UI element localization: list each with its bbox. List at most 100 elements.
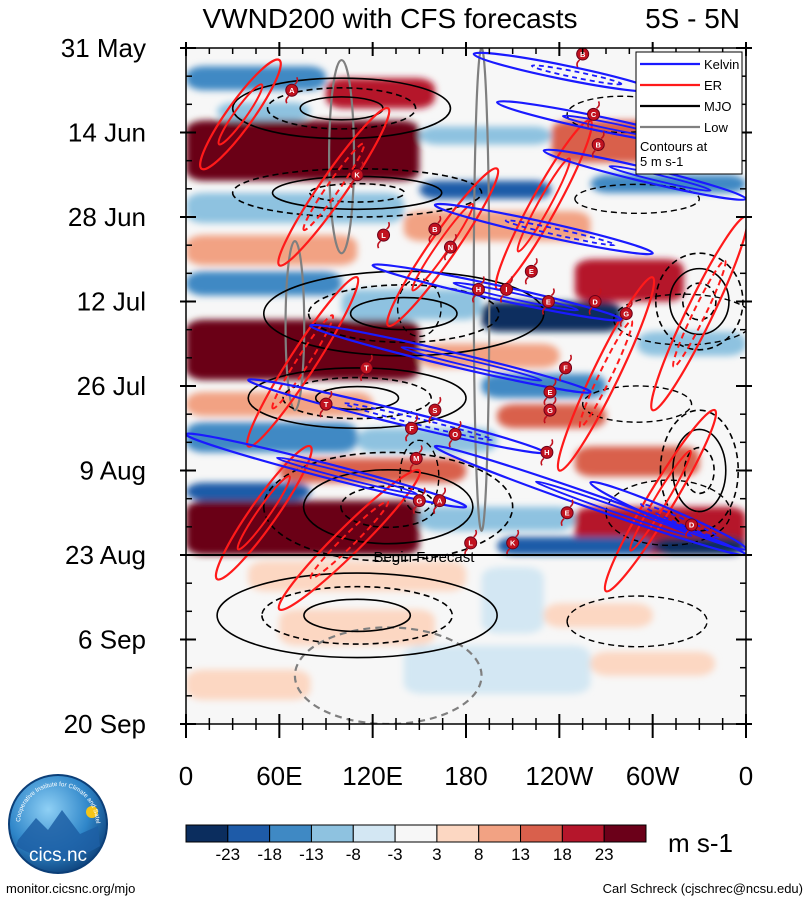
storm-marker-label-29: K [510, 539, 516, 548]
storm-marker-circle-16 [543, 385, 557, 399]
storm-marker-tail-5 [377, 221, 391, 249]
storm-marker-15: F [559, 354, 573, 382]
storm-marker-8: E [524, 257, 538, 285]
storm-marker-10: I [499, 276, 513, 303]
anomaly-band-1 [326, 78, 435, 109]
storm-marker-circle-11 [541, 295, 555, 308]
legend-label-kelvin: Kelvin [704, 57, 739, 72]
storm-marker-label-14: T [364, 364, 369, 373]
anomaly-band-33 [543, 603, 653, 628]
storm-marker-circle-14 [359, 361, 373, 375]
anomaly-band-23 [574, 446, 700, 477]
storm-marker-label-4: K [354, 171, 360, 180]
er-wave-outer-2 [386, 167, 500, 328]
anomaly-band-32 [481, 567, 544, 634]
storm-marker-label-2: C [591, 110, 597, 119]
kelvin-wave-inner-0 [531, 64, 623, 86]
mjo-contour-0-1 [266, 87, 417, 130]
colorbar-label-3: -8 [346, 845, 361, 864]
storm-marker-tail-20 [405, 414, 419, 442]
y-tick-label-6: 23 Aug [65, 540, 146, 570]
colorbar-swatch-2 [269, 824, 312, 843]
y-tick-label-2: 28 Jun [68, 202, 146, 232]
mjo-contour-6-1 [261, 585, 454, 645]
anomaly-band-14 [481, 301, 622, 332]
storm-marker-circle-10 [499, 282, 513, 296]
storm-marker-circle-0 [285, 83, 299, 97]
er-wave-inner-7 [578, 319, 634, 429]
storm-marker-circle-9 [471, 282, 485, 296]
legend-note-line1: Contours at [640, 139, 708, 154]
storm-marker-circle-7 [443, 240, 457, 254]
x-tick-label-6: 0 [739, 761, 753, 791]
colorbar-swatch-5 [394, 824, 438, 843]
storm-marker-tail-21 [448, 420, 462, 448]
storm-marker-circle-27 [685, 518, 699, 532]
colorbar-swatch-4 [352, 824, 396, 843]
storm-marker-circle-5 [377, 228, 391, 242]
storm-marker-tail-27 [685, 511, 699, 539]
storm-marker-label-8: E [529, 267, 534, 276]
colorbar-swatch-1 [227, 824, 271, 843]
colorbar-label-2: -13 [299, 845, 324, 864]
anomaly-band-4 [419, 126, 552, 145]
storm-marker-tail-13 [619, 300, 633, 327]
colorbar-swatch-7 [478, 824, 522, 843]
storm-marker-16: E [543, 378, 557, 406]
storm-marker-tail-2 [587, 101, 601, 128]
x-tick-label-0: 0 [179, 761, 193, 791]
storm-marker-label-11: E [546, 297, 551, 306]
storm-marker-24: G [412, 487, 426, 515]
storm-marker-label-24: G [416, 496, 422, 505]
storm-marker-label-18: T [324, 400, 329, 409]
kelvin-wave-inner-8 [535, 480, 693, 538]
anomaly-band-8 [186, 192, 404, 224]
er-wave-inner-9 [672, 259, 727, 368]
storm-marker-circle-22 [540, 445, 554, 459]
mjo-contour-neg-5 [605, 479, 732, 547]
storm-marker-circle-18 [319, 397, 333, 411]
mjo-contour-1-0 [231, 167, 483, 218]
storm-marker-tail-14 [359, 354, 373, 382]
storm-marker-circle-25 [433, 494, 447, 508]
storm-marker-circle-26 [560, 506, 574, 520]
er-wave-inner-5 [309, 500, 390, 580]
colorbar: -23 -18 -13 -8 -3 3 8 13 18 23 [185, 824, 647, 864]
colorbar-swatch-9 [561, 824, 605, 843]
storm-marker-label-9: H [476, 285, 481, 294]
forecast-label: Begin Forecast [374, 549, 476, 566]
storm-marker-label-20: F [409, 424, 414, 433]
anomaly-band-31 [248, 561, 466, 592]
er-wave-3 [246, 275, 360, 448]
storm-marker-25: A [433, 487, 447, 515]
storm-marker-3: B [591, 131, 605, 158]
colorbar-label-7: 13 [511, 845, 530, 864]
anomaly-band-20 [186, 422, 358, 453]
legend-box [635, 51, 743, 175]
er-wave-outer-0 [199, 58, 282, 171]
colorbar-unit: m s-1 [668, 828, 733, 858]
y-tick-label-0: 31 May [61, 33, 146, 63]
storm-marker-label-27: D [689, 521, 695, 530]
storm-marker-9: H [471, 276, 485, 303]
storm-marker-tail-3 [591, 131, 605, 158]
storm-marker-12: D [588, 288, 602, 315]
x-tick-label-4: 120W [525, 761, 593, 791]
storm-marker-1: B [576, 48, 590, 68]
x-tick-label-3: 180 [444, 761, 487, 791]
storm-marker-label-16: E [547, 388, 552, 397]
storm-marker-circle-2 [587, 107, 601, 121]
mjo-contour-neg-7 [399, 439, 440, 514]
anomaly-band-29 [497, 536, 653, 555]
er-wave-0 [199, 58, 282, 171]
storm-marker-circle-29 [506, 536, 520, 550]
y-tick-label-7: 6 Sep [78, 625, 146, 655]
mjo-contour-7-0 [659, 409, 740, 532]
storm-marker-label-15: F [563, 364, 568, 373]
storm-marker-tail-11 [541, 288, 555, 315]
storm-marker-18: T [319, 390, 333, 418]
storm-marker-circle-28 [464, 536, 478, 550]
storm-marker-label-5: L [381, 231, 386, 240]
storm-marker-circle-20 [405, 421, 419, 435]
